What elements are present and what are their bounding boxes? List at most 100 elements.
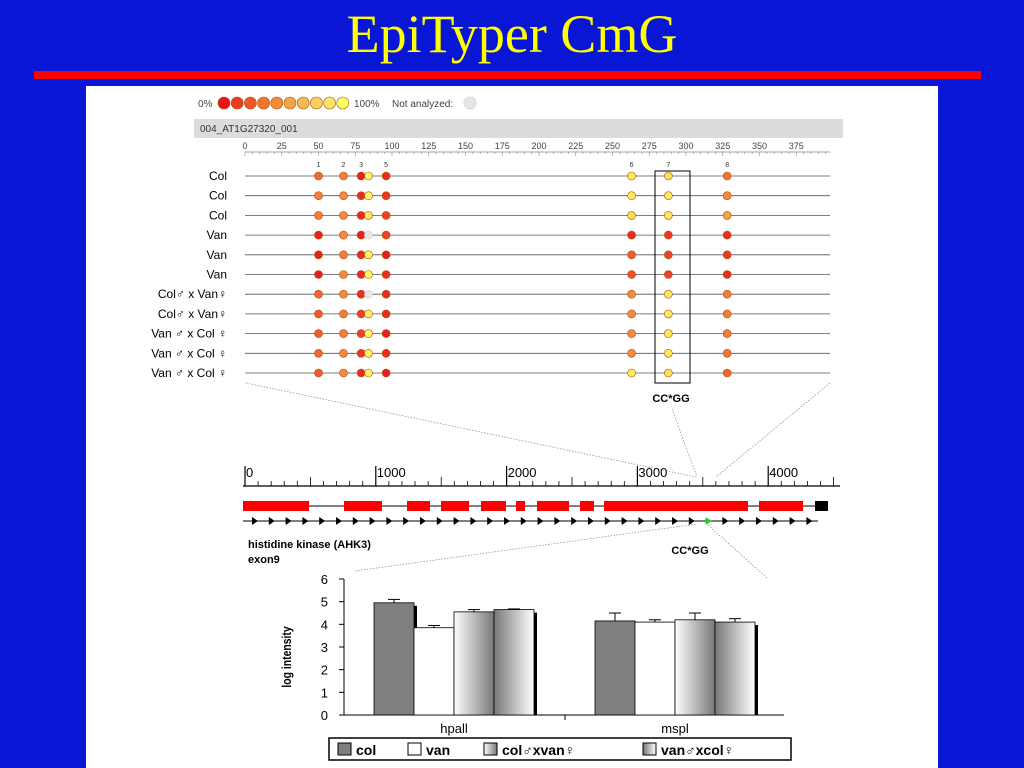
direction-arrow: [554, 517, 561, 525]
cpg-methylation-dot: [364, 211, 373, 220]
direction-arrow: [806, 517, 813, 525]
legend-swatch: [257, 96, 270, 110]
bar: [493, 609, 535, 716]
legend-swatch: [244, 96, 257, 110]
y-axis-label: log intensity: [280, 626, 294, 688]
methylation-rows: Col Col Col Van Van Van Col♂ x Van♀ Col♂ x Van♀…: [151, 169, 830, 380]
cpg-methylation-dot: [339, 230, 348, 240]
gene-ruler-tick-label: 2000: [508, 465, 537, 480]
legend-low-label: 0%: [198, 99, 213, 110]
ruler-tick-label: 225: [568, 141, 583, 151]
highlighted-arrow: [705, 517, 712, 525]
legend-swatch: [483, 742, 498, 756]
cpg-methylation-dot: [722, 171, 732, 181]
direction-arrow: [302, 517, 309, 525]
direction-arrow: [571, 517, 578, 525]
bar: [674, 619, 716, 716]
cpg-methylation-dot: [664, 270, 673, 279]
cpg-methylation-dot: [356, 309, 366, 319]
cpg-methylation-dot: [381, 171, 391, 181]
ruler-tick-label: 200: [531, 141, 546, 151]
cpg-methylation-dot: [664, 368, 673, 378]
direction-arrow: [403, 517, 410, 525]
direction-arrow: [470, 517, 477, 525]
sample-label: Van: [207, 268, 227, 282]
ruler-tick-label: 125: [421, 141, 436, 151]
direction-arrow: [453, 517, 460, 525]
exon: [243, 501, 309, 511]
cpg-methylation-dot: [664, 309, 673, 319]
direction-arrow: [285, 517, 292, 525]
cpg-methylation-dot: [627, 329, 636, 338]
cpg-methylation-dot: [627, 270, 636, 279]
cpg-methylation-dot: [339, 309, 348, 319]
legend-label: col: [356, 742, 376, 758]
exon: [441, 501, 469, 511]
legend-swatch: [296, 96, 310, 110]
gene-ruler-tick-label: 1000: [377, 465, 406, 480]
sample-label: Col: [209, 189, 227, 203]
gene-ruler-tick-label: 3000: [638, 465, 667, 480]
cpg-methylation-dot: [664, 171, 673, 181]
cpg-methylation-dot: [722, 309, 732, 319]
cpg-methylation-dot: [722, 289, 732, 299]
bar: [453, 611, 495, 716]
cpg-methylation-dot: [364, 171, 373, 181]
legend-swatch: [283, 96, 297, 110]
direction-arrow: [386, 517, 393, 525]
legend-label: van♂xcol♀: [661, 742, 734, 758]
cpg-site-labels: 1 2 3 5 6 7 8: [317, 162, 730, 169]
ruler-tick-label: 175: [495, 141, 510, 151]
cpg-methylation-dot: [356, 250, 366, 260]
cpg-methylation-dot: [339, 329, 348, 338]
gene-site-label: CC*GG: [671, 545, 708, 557]
cpg-methylation-dot: [314, 171, 323, 181]
direction-arrow: [772, 517, 779, 525]
sample-label: Col: [209, 169, 227, 183]
cpg-methylation-dot: [664, 348, 673, 358]
methylation-legend: 0% 100% Not analyzed:: [198, 96, 477, 110]
direction-arrow: [319, 517, 326, 525]
exon: [344, 501, 382, 511]
cpg-methylation-dot: [314, 211, 323, 220]
sample-label: Col♂ x Van♀: [158, 287, 227, 301]
cpg-methylation-dot: [722, 270, 732, 279]
legend-swatch: [337, 742, 352, 756]
direction-arrow: [621, 517, 628, 525]
cpg-methylation-dot: [356, 348, 366, 358]
cpg-methylation-dot: [364, 270, 373, 279]
y-tick-label: 4: [321, 617, 328, 632]
ruler-tick-label: 100: [384, 141, 399, 151]
cpg-methylation-dot: [627, 171, 636, 181]
ruler-tick-label: 350: [752, 141, 767, 151]
cpg-methylation-dot: [381, 348, 391, 358]
chart-category-labels: hpall mspl: [440, 721, 689, 736]
cpg-methylation-dot: [364, 309, 373, 319]
direction-arrow: [756, 517, 762, 525]
legend-swatch: [642, 742, 657, 756]
direction-arrow: [504, 517, 510, 525]
cpg-methylation-dot: [364, 348, 373, 358]
ruler-tick-label: 0: [242, 141, 247, 151]
ruler-tick-label: 275: [642, 141, 657, 151]
cpg-methylation-dot: [722, 348, 732, 358]
cpg-methylation-dot: [381, 250, 391, 260]
x-category-label: hpall: [440, 721, 468, 736]
cpg-methylation-dot: [314, 329, 323, 338]
cpg-label: 8: [725, 162, 729, 169]
cpg-label: 7: [666, 162, 670, 169]
legend-swatch: [230, 96, 244, 110]
direction-arrow: [789, 517, 796, 525]
cpg-methylation-dot: [314, 191, 323, 200]
cpg-methylation-dot: [364, 329, 373, 338]
cpg-methylation-dot: [339, 250, 348, 260]
cpg-methylation-dot: [627, 289, 636, 299]
ruler-tick-label: 325: [715, 141, 730, 151]
cpg-methylation-dot: [356, 171, 366, 181]
cpg-methylation-dot: [722, 329, 732, 338]
methylation-ruler: 0 25 50 75 100 125 150 175 200 225 250 275 300 325 350…: [242, 141, 830, 156]
direction-arrow: [369, 517, 376, 525]
direction-arrow: [588, 517, 594, 525]
cpg-methylation-dot: [314, 270, 323, 279]
exon: [759, 501, 803, 511]
